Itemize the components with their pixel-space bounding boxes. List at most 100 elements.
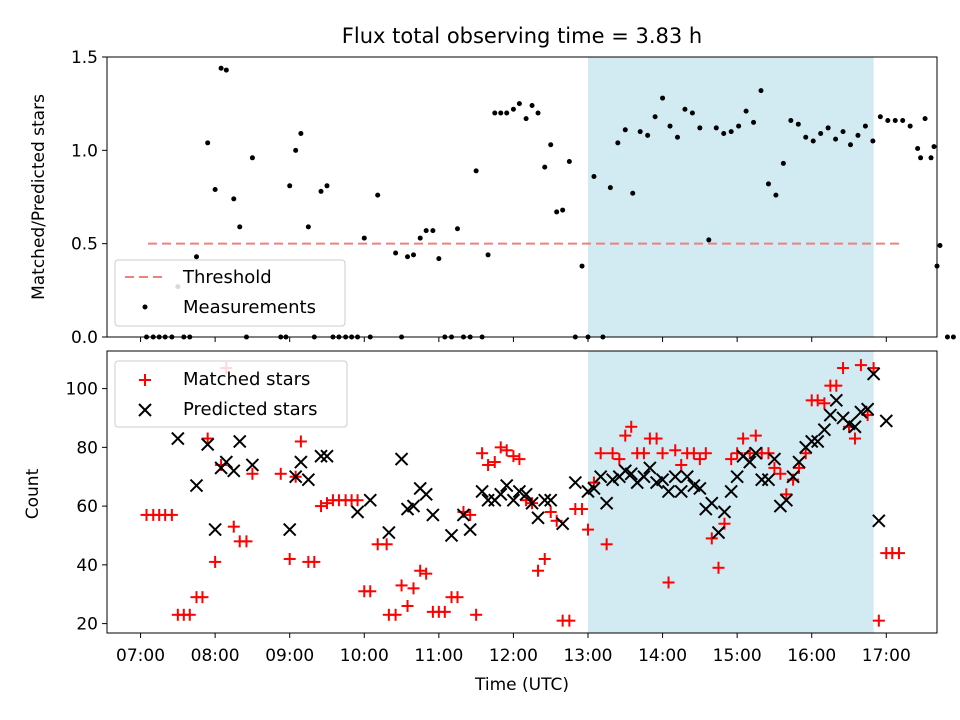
predicted-star-point: [693, 481, 707, 496]
measurement-point: [305, 224, 311, 230]
matched-star-point: [420, 567, 433, 580]
measurement-point: [713, 125, 719, 131]
predicted-star-point: [568, 475, 583, 490]
matched-star-point: [451, 591, 464, 604]
predicted-star-point: [779, 493, 794, 507]
matched-star-point: [637, 447, 650, 460]
matched-star-point: [351, 494, 364, 507]
matched-star-point: [283, 552, 296, 565]
measurement-point: [765, 181, 771, 187]
measurement-point: [231, 196, 237, 202]
bottom-x-tick-label: 13:00: [563, 646, 612, 666]
predicted-star-point: [786, 470, 800, 484]
matched-star-point: [320, 497, 333, 510]
predicted-star-point: [171, 431, 185, 446]
bottom-x-axis: 07:00 08:00 09:00 10:00 11:00 12:00 13:00 14:00…: [116, 633, 911, 666]
matched-star-point: [209, 555, 222, 568]
predicted-star-point: [724, 484, 738, 499]
measurement-point: [393, 250, 399, 256]
measurement-point: [542, 164, 548, 170]
matched-star-point: [165, 508, 178, 521]
measurement-point: [622, 127, 628, 133]
measurement-point: [706, 237, 712, 243]
bottom-y-tick-label: 100: [66, 380, 98, 400]
measurement-point: [516, 101, 522, 107]
measurement-point: [818, 131, 824, 137]
predicted-star-point: [189, 478, 204, 493]
matched-star-point: [606, 447, 619, 460]
bottom-y-tick-label: 80: [76, 438, 98, 458]
top-highlight-span: [587, 57, 874, 337]
measurement-point: [721, 131, 727, 137]
matched-star-point: [867, 362, 880, 375]
measurement-point: [523, 116, 529, 122]
predicted-star-point: [227, 464, 241, 478]
measurement-point: [689, 110, 695, 116]
matched-star-point: [799, 447, 812, 460]
legend-matched-label: Matched stars: [183, 369, 310, 390]
top-y-tick-label: 1.0: [71, 141, 98, 161]
matched-star-point: [725, 453, 738, 466]
predicted-star-point: [866, 367, 881, 381]
bottom-y-axis-label: Count: [23, 468, 43, 519]
matched-star-point: [183, 608, 196, 621]
measurement-point: [249, 155, 255, 161]
predicted-star-point: [848, 420, 862, 434]
predicted-star-point: [605, 472, 620, 487]
matched-star-point: [470, 608, 483, 621]
measurement-point: [375, 192, 381, 198]
predicted-star-point: [394, 452, 409, 466]
measurement-point: [560, 207, 566, 213]
predicted-star-point: [506, 493, 521, 507]
matched-star-point: [662, 576, 675, 589]
matched-star-point: [494, 441, 507, 454]
measurement-point: [417, 235, 423, 241]
measurement-point: [840, 129, 846, 135]
matched-star-point: [544, 505, 557, 518]
measurement-point: [697, 125, 703, 131]
measurement-point: [293, 147, 299, 153]
measurement-point: [498, 110, 504, 116]
measurement-point: [193, 254, 199, 260]
matched-star-point: [196, 591, 209, 604]
matched-star-point: [500, 444, 513, 457]
matched-star-point: [488, 456, 501, 469]
measurement-point: [212, 187, 218, 193]
predicted-star-point: [544, 493, 558, 507]
predicted-star-point: [494, 487, 508, 502]
measurement-point: [535, 110, 541, 116]
predicted-star-point: [668, 470, 682, 484]
bottom-x-tick-label: 11:00: [414, 646, 463, 666]
top-panel: 0.0 0.5 1.0 1.5 Flux total observing time =…: [29, 24, 956, 348]
predicted-star-point: [419, 487, 433, 502]
matched-star-point: [712, 561, 725, 574]
matched-star-point: [401, 599, 414, 612]
predicted-star-point: [792, 455, 806, 469]
predicted-star-point: [743, 455, 757, 469]
matched-star-point: [675, 458, 688, 471]
measurement-point: [504, 110, 510, 116]
matched-star-point: [532, 564, 545, 577]
bottom-x-tick-label: 15:00: [713, 646, 762, 666]
predicted-star-point: [805, 434, 819, 449]
measurement-point: [795, 121, 801, 127]
predicted-star-point: [519, 487, 533, 502]
predicted-star-point: [643, 461, 657, 475]
measurement-point: [900, 117, 906, 123]
predicted-star-point: [810, 434, 825, 449]
measurement-point: [473, 168, 479, 174]
matched-star-point: [699, 447, 712, 460]
matched-star-point: [246, 467, 259, 480]
measurement-point: [324, 183, 330, 189]
matched-star-point: [407, 582, 420, 595]
legend-predicted-label: Predicted stars: [183, 399, 317, 420]
predicted-star-point: [426, 508, 440, 522]
measurement-point: [667, 123, 673, 129]
predicted-star-point: [674, 484, 688, 499]
measurement-point: [430, 228, 436, 234]
predicted-star-point: [245, 458, 260, 472]
measurement-point: [410, 252, 416, 258]
predicted-star-point: [301, 472, 316, 487]
matched-star-point: [768, 461, 781, 474]
predicted-star-point: [761, 472, 776, 487]
